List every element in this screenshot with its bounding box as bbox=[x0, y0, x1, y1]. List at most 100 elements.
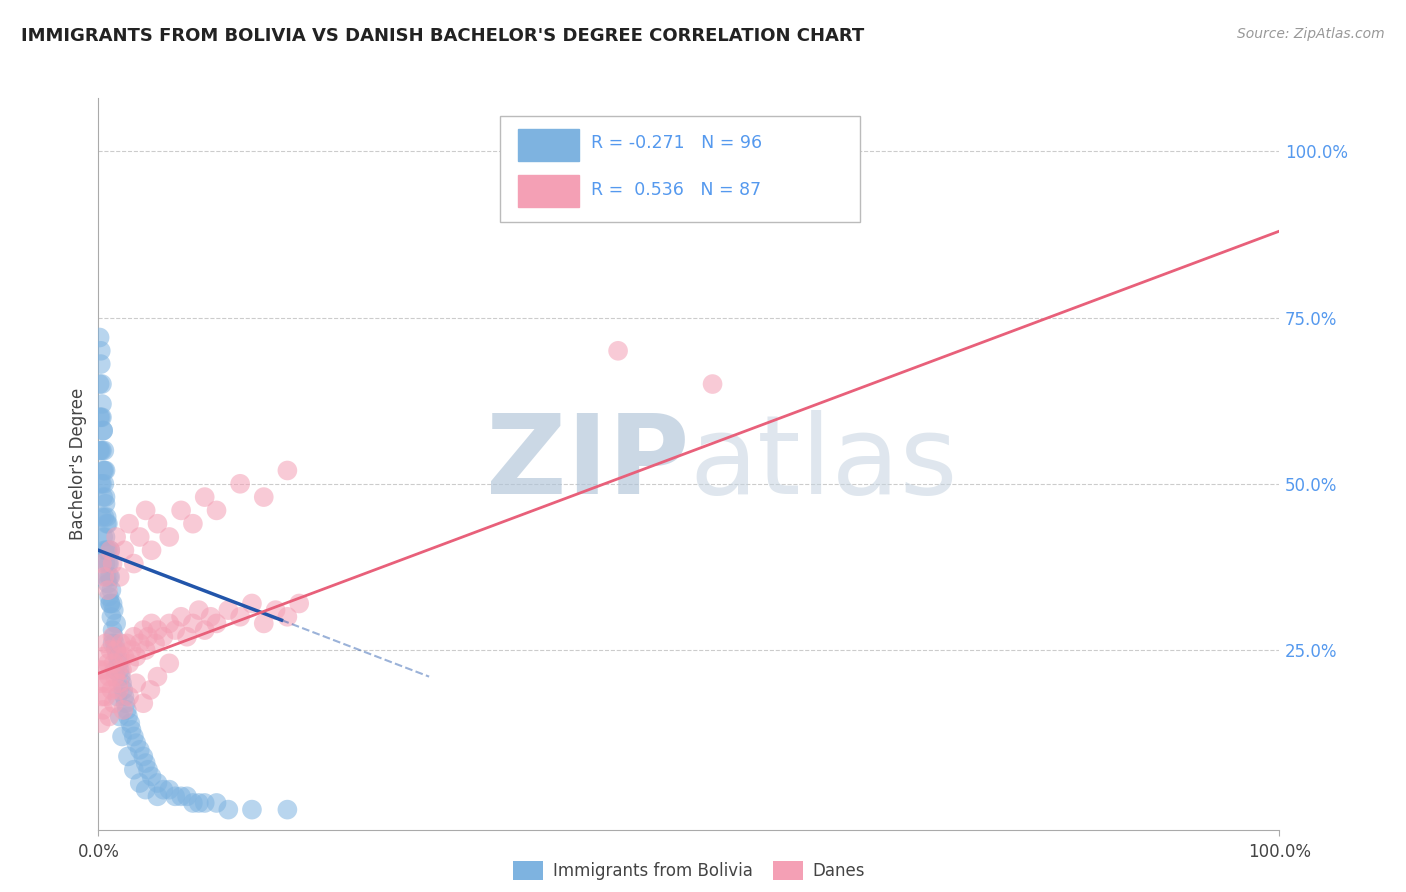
Point bbox=[103, 630, 125, 644]
Point bbox=[98, 590, 121, 604]
Point bbox=[165, 789, 187, 804]
Point bbox=[111, 730, 134, 744]
Point bbox=[93, 510, 115, 524]
Point bbox=[114, 696, 136, 710]
Point bbox=[98, 597, 121, 611]
Text: ZIP: ZIP bbox=[485, 410, 689, 517]
Point bbox=[146, 670, 169, 684]
Point bbox=[94, 490, 117, 504]
Point bbox=[91, 463, 114, 477]
FancyBboxPatch shape bbox=[517, 128, 579, 161]
Point bbox=[94, 497, 117, 511]
Point bbox=[205, 503, 228, 517]
Point bbox=[108, 649, 131, 664]
Point bbox=[122, 730, 145, 744]
Point bbox=[118, 516, 141, 531]
Point bbox=[101, 636, 124, 650]
Point bbox=[91, 476, 114, 491]
Point bbox=[136, 630, 159, 644]
Point bbox=[101, 623, 124, 637]
Point bbox=[240, 597, 263, 611]
Point bbox=[132, 749, 155, 764]
Point bbox=[132, 623, 155, 637]
Point bbox=[128, 743, 150, 757]
Point bbox=[94, 463, 117, 477]
Point bbox=[125, 676, 148, 690]
Point bbox=[104, 663, 127, 677]
Point bbox=[108, 709, 131, 723]
Point bbox=[176, 630, 198, 644]
Point bbox=[91, 490, 114, 504]
Point bbox=[105, 643, 128, 657]
Point bbox=[90, 343, 112, 358]
Point bbox=[101, 630, 124, 644]
Point bbox=[135, 756, 157, 770]
Point bbox=[94, 636, 117, 650]
Point bbox=[97, 583, 120, 598]
Point bbox=[108, 663, 131, 677]
Point bbox=[107, 682, 129, 697]
Point bbox=[90, 716, 112, 731]
Point bbox=[112, 682, 135, 697]
Point bbox=[91, 703, 114, 717]
Point bbox=[170, 789, 193, 804]
Point bbox=[91, 443, 114, 458]
Point bbox=[89, 330, 111, 344]
Point bbox=[288, 597, 311, 611]
Point bbox=[122, 630, 145, 644]
Point bbox=[90, 410, 112, 425]
Y-axis label: Bachelor's Degree: Bachelor's Degree bbox=[69, 388, 87, 540]
Point bbox=[91, 690, 114, 704]
Point bbox=[89, 663, 111, 677]
Point bbox=[170, 609, 193, 624]
Point bbox=[187, 603, 209, 617]
Point bbox=[181, 516, 204, 531]
Point bbox=[136, 763, 159, 777]
Point bbox=[120, 716, 142, 731]
Point bbox=[91, 530, 114, 544]
Point bbox=[702, 377, 724, 392]
Point bbox=[98, 709, 121, 723]
Point bbox=[607, 343, 630, 358]
Point bbox=[229, 609, 252, 624]
Point bbox=[101, 597, 124, 611]
Point bbox=[90, 676, 112, 690]
Point bbox=[96, 510, 118, 524]
Point bbox=[276, 609, 298, 624]
Point bbox=[111, 663, 134, 677]
Point bbox=[135, 503, 157, 517]
Text: IMMIGRANTS FROM BOLIVIA VS DANISH BACHELOR'S DEGREE CORRELATION CHART: IMMIGRANTS FROM BOLIVIA VS DANISH BACHEL… bbox=[21, 27, 865, 45]
Point bbox=[93, 543, 115, 558]
Point bbox=[135, 782, 157, 797]
Point bbox=[181, 616, 204, 631]
Point bbox=[89, 410, 111, 425]
Point bbox=[141, 769, 163, 783]
Point bbox=[90, 476, 112, 491]
Point bbox=[96, 570, 118, 584]
Point bbox=[125, 736, 148, 750]
Point bbox=[115, 703, 138, 717]
Point bbox=[100, 583, 122, 598]
Point bbox=[146, 776, 169, 790]
Point bbox=[98, 643, 121, 657]
Point bbox=[94, 557, 117, 571]
Point bbox=[157, 530, 180, 544]
Point bbox=[139, 682, 162, 697]
Point bbox=[264, 603, 287, 617]
Point bbox=[93, 443, 115, 458]
Point bbox=[187, 796, 209, 810]
Point bbox=[94, 690, 117, 704]
Point bbox=[121, 643, 143, 657]
Point bbox=[103, 657, 125, 671]
Point bbox=[91, 510, 114, 524]
Point bbox=[112, 543, 135, 558]
Point bbox=[97, 516, 120, 531]
Point bbox=[100, 609, 122, 624]
Point bbox=[110, 636, 132, 650]
Point bbox=[100, 682, 122, 697]
Point bbox=[98, 670, 121, 684]
Point bbox=[98, 570, 121, 584]
Point bbox=[93, 463, 115, 477]
Point bbox=[115, 636, 138, 650]
Point bbox=[98, 557, 121, 571]
